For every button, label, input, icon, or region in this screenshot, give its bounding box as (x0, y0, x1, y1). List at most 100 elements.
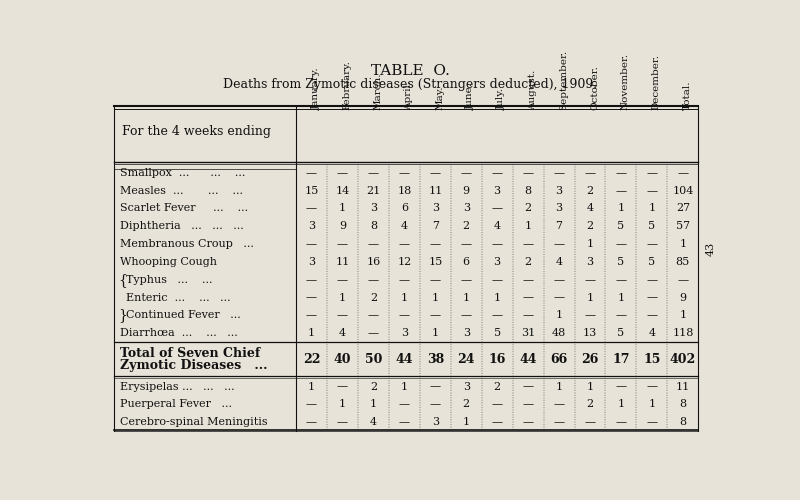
Text: 9: 9 (462, 186, 470, 196)
Text: —: — (646, 382, 658, 392)
Text: —: — (522, 417, 534, 427)
Text: 1: 1 (462, 292, 470, 302)
Text: 85: 85 (676, 257, 690, 267)
Text: —: — (368, 239, 379, 249)
Text: 1: 1 (339, 400, 346, 409)
Text: —: — (306, 417, 317, 427)
Text: 4: 4 (494, 222, 501, 232)
Text: 21: 21 (366, 186, 381, 196)
Text: 3: 3 (401, 328, 408, 338)
Text: 3: 3 (462, 328, 470, 338)
Text: —: — (492, 310, 502, 320)
Text: 8: 8 (525, 186, 532, 196)
Text: —: — (522, 239, 534, 249)
Text: December.: December. (652, 54, 661, 110)
Text: July.: July. (497, 88, 506, 110)
Text: 1: 1 (401, 292, 408, 302)
Text: 1: 1 (648, 400, 655, 409)
Text: —: — (646, 417, 658, 427)
Text: —: — (337, 382, 348, 392)
Text: Typhus   ...    ...: Typhus ... ... (126, 274, 213, 284)
Text: 4: 4 (586, 204, 594, 214)
Text: —: — (646, 168, 658, 178)
Text: 1: 1 (679, 239, 686, 249)
Text: 6: 6 (462, 257, 470, 267)
Text: 1: 1 (308, 328, 315, 338)
Text: 3: 3 (494, 186, 501, 196)
Text: —: — (306, 239, 317, 249)
Text: —: — (646, 239, 658, 249)
Text: Measles  ...       ...    ...: Measles ... ... ... (120, 186, 243, 196)
Text: —: — (337, 274, 348, 284)
Text: —: — (678, 274, 688, 284)
Text: —: — (399, 417, 410, 427)
Text: 11: 11 (335, 257, 350, 267)
Text: —: — (368, 310, 379, 320)
Text: —: — (615, 417, 626, 427)
Text: Continued Fever   ...: Continued Fever ... (126, 310, 241, 320)
Text: —: — (646, 310, 658, 320)
Text: —: — (461, 168, 472, 178)
Text: —: — (492, 168, 502, 178)
Text: Whooping Cough: Whooping Cough (120, 257, 217, 267)
Text: —: — (430, 310, 441, 320)
Text: —: — (337, 239, 348, 249)
Text: 3: 3 (555, 186, 562, 196)
Text: —: — (399, 400, 410, 409)
Text: —: — (554, 274, 565, 284)
Text: 48: 48 (552, 328, 566, 338)
Text: —: — (368, 168, 379, 178)
Text: —: — (522, 274, 534, 284)
Text: 4: 4 (339, 328, 346, 338)
Text: {: { (118, 272, 127, 286)
Text: 1: 1 (432, 328, 439, 338)
Text: 1: 1 (618, 292, 625, 302)
Text: 3: 3 (432, 417, 439, 427)
Text: —: — (492, 239, 502, 249)
Text: May.: May. (435, 86, 444, 110)
Text: November.: November. (621, 53, 630, 110)
Text: —: — (646, 186, 658, 196)
Text: TABLE  O.: TABLE O. (370, 64, 450, 78)
Text: 24: 24 (458, 354, 475, 366)
Text: 3: 3 (308, 257, 315, 267)
Text: 15: 15 (643, 354, 661, 366)
Text: 3: 3 (308, 222, 315, 232)
Text: }: } (118, 308, 127, 322)
Text: October.: October. (590, 65, 599, 110)
Text: 4: 4 (648, 328, 655, 338)
Text: —: — (554, 168, 565, 178)
Text: 3: 3 (432, 204, 439, 214)
Text: —: — (678, 168, 688, 178)
Text: 2: 2 (586, 400, 594, 409)
Text: —: — (306, 204, 317, 214)
Text: For the 4 weeks ending: For the 4 weeks ending (122, 124, 270, 138)
Text: 1: 1 (618, 400, 625, 409)
Text: 1: 1 (555, 382, 562, 392)
Text: 2: 2 (370, 292, 377, 302)
Text: —: — (368, 328, 379, 338)
Text: 5: 5 (648, 257, 655, 267)
Text: 17: 17 (612, 354, 630, 366)
Text: —: — (522, 292, 534, 302)
Text: —: — (615, 168, 626, 178)
Text: 1: 1 (494, 292, 501, 302)
Text: 11: 11 (676, 382, 690, 392)
Text: —: — (615, 310, 626, 320)
Text: —: — (492, 274, 502, 284)
Text: 57: 57 (676, 222, 690, 232)
Text: —: — (399, 310, 410, 320)
Text: 16: 16 (366, 257, 381, 267)
Text: 5: 5 (618, 328, 625, 338)
Text: 1: 1 (586, 239, 594, 249)
Text: Total of Seven Chief: Total of Seven Chief (120, 348, 260, 360)
Text: —: — (306, 310, 317, 320)
Text: 5: 5 (648, 222, 655, 232)
Text: 104: 104 (672, 186, 694, 196)
Text: —: — (615, 274, 626, 284)
Text: 15: 15 (305, 186, 318, 196)
Text: 1: 1 (555, 310, 562, 320)
Text: 2: 2 (525, 257, 532, 267)
Text: 2: 2 (586, 222, 594, 232)
Text: 3: 3 (462, 382, 470, 392)
